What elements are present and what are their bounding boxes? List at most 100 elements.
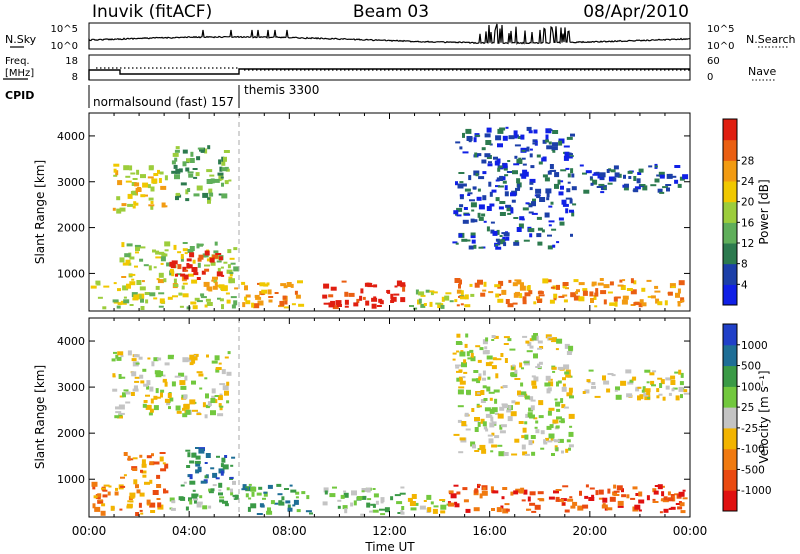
data-cell-8 bbox=[621, 494, 627, 498]
data-cell-4 bbox=[150, 205, 154, 210]
data-cell-10 bbox=[571, 186, 577, 191]
data-cell-10 bbox=[548, 129, 553, 132]
data-cell-7 bbox=[409, 501, 416, 506]
data-cell-0 bbox=[108, 485, 112, 488]
data-cell-9 bbox=[573, 279, 579, 283]
data-cell-8 bbox=[661, 485, 665, 488]
data-cell-2 bbox=[171, 271, 175, 277]
data-cell-9 bbox=[621, 299, 628, 305]
data-cell-9 bbox=[555, 401, 561, 407]
data-cell-9 bbox=[454, 278, 461, 283]
data-cell-5 bbox=[206, 179, 213, 184]
data-cell-7 bbox=[402, 286, 406, 292]
data-cell-5 bbox=[221, 167, 228, 172]
data-cell-5 bbox=[258, 486, 263, 490]
data-cell-6 bbox=[268, 296, 274, 298]
data-cell-9 bbox=[474, 282, 480, 288]
data-cell-10 bbox=[510, 207, 514, 210]
data-cell-8 bbox=[437, 303, 444, 309]
data-cell-10 bbox=[559, 221, 565, 226]
data-cell-5 bbox=[213, 178, 220, 183]
data-cell-8 bbox=[479, 493, 483, 499]
data-cell-10 bbox=[467, 192, 473, 195]
data-cell-11 bbox=[633, 188, 639, 193]
data-cell-9 bbox=[482, 421, 487, 427]
data-cell-10 bbox=[559, 180, 564, 183]
data-cell-1 bbox=[234, 287, 239, 290]
data-cell-9 bbox=[518, 421, 524, 424]
colorbar-swatch bbox=[723, 119, 737, 141]
data-cell-11 bbox=[634, 186, 641, 190]
data-cell-6 bbox=[283, 285, 288, 289]
data-cell-1 bbox=[159, 456, 164, 462]
data-cell-7 bbox=[328, 302, 335, 308]
data-cell-9 bbox=[556, 381, 559, 387]
data-cell-8 bbox=[617, 500, 624, 506]
data-cell-9 bbox=[524, 421, 528, 425]
data-cell-0 bbox=[138, 502, 142, 508]
data-cell-3 bbox=[171, 260, 178, 265]
data-cell-2 bbox=[229, 257, 235, 260]
data-cell-7 bbox=[430, 501, 434, 505]
data-cell-0 bbox=[139, 492, 145, 497]
data-cell-10 bbox=[643, 392, 649, 397]
data-cell-10 bbox=[468, 175, 472, 181]
data-cell-2 bbox=[229, 272, 233, 277]
data-cell-6 bbox=[360, 513, 366, 516]
data-cell-8 bbox=[582, 504, 589, 509]
data-cell-9 bbox=[458, 283, 461, 289]
data-cell-10 bbox=[631, 378, 635, 381]
data-cell-1 bbox=[120, 476, 125, 479]
data-cell-8 bbox=[481, 490, 488, 496]
data-cell-10 bbox=[532, 142, 538, 145]
data-cell-3 bbox=[197, 466, 202, 472]
data-cell-1 bbox=[122, 285, 129, 291]
data-cell-4 bbox=[145, 394, 150, 397]
data-cell-0 bbox=[140, 306, 145, 310]
data-cell-1 bbox=[213, 278, 217, 283]
data-cell-9 bbox=[566, 351, 572, 355]
data-cell-11 bbox=[585, 170, 592, 174]
data-cell-9 bbox=[542, 278, 549, 284]
data-cell-9 bbox=[452, 358, 456, 361]
data-cell-0 bbox=[200, 293, 205, 297]
data-cell-9 bbox=[576, 289, 580, 293]
data-cell-10 bbox=[674, 371, 680, 374]
data-cell-10 bbox=[586, 379, 591, 383]
data-cell-10 bbox=[646, 390, 651, 395]
data-cell-7 bbox=[423, 500, 427, 502]
data-cell-10 bbox=[660, 379, 665, 385]
data-cell-11 bbox=[665, 184, 672, 186]
data-cell-9 bbox=[520, 391, 527, 396]
data-cell-4 bbox=[196, 413, 202, 416]
data-cell-5 bbox=[250, 503, 257, 509]
data-cell-7 bbox=[348, 292, 355, 297]
data-cell-1 bbox=[132, 468, 138, 471]
data-cell-9 bbox=[499, 430, 506, 434]
data-cell-8 bbox=[679, 502, 685, 507]
data-cell-4 bbox=[168, 406, 171, 410]
data-cell-10 bbox=[455, 181, 458, 186]
data-cell-9 bbox=[521, 444, 526, 450]
data-cell-1 bbox=[121, 276, 127, 278]
data-cell-8 bbox=[588, 497, 595, 501]
time-tick-label: 16:00 bbox=[472, 524, 507, 538]
data-cell-4 bbox=[150, 186, 155, 192]
data-cell-0 bbox=[182, 293, 189, 298]
data-cell-9 bbox=[482, 385, 487, 389]
data-cell-2 bbox=[204, 264, 210, 267]
data-cell-10 bbox=[551, 228, 557, 231]
data-cell-10 bbox=[591, 382, 596, 385]
data-cell-9 bbox=[562, 294, 568, 297]
data-cell-10 bbox=[552, 142, 558, 147]
data-cell-3 bbox=[218, 256, 223, 261]
data-cell-9 bbox=[485, 413, 491, 418]
power-x-ticks bbox=[88, 113, 691, 311]
data-cell-10 bbox=[498, 239, 505, 245]
data-cell-8 bbox=[555, 489, 562, 491]
data-cell-8 bbox=[477, 484, 481, 487]
data-cell-9 bbox=[502, 385, 508, 388]
data-cell-5 bbox=[207, 145, 211, 150]
